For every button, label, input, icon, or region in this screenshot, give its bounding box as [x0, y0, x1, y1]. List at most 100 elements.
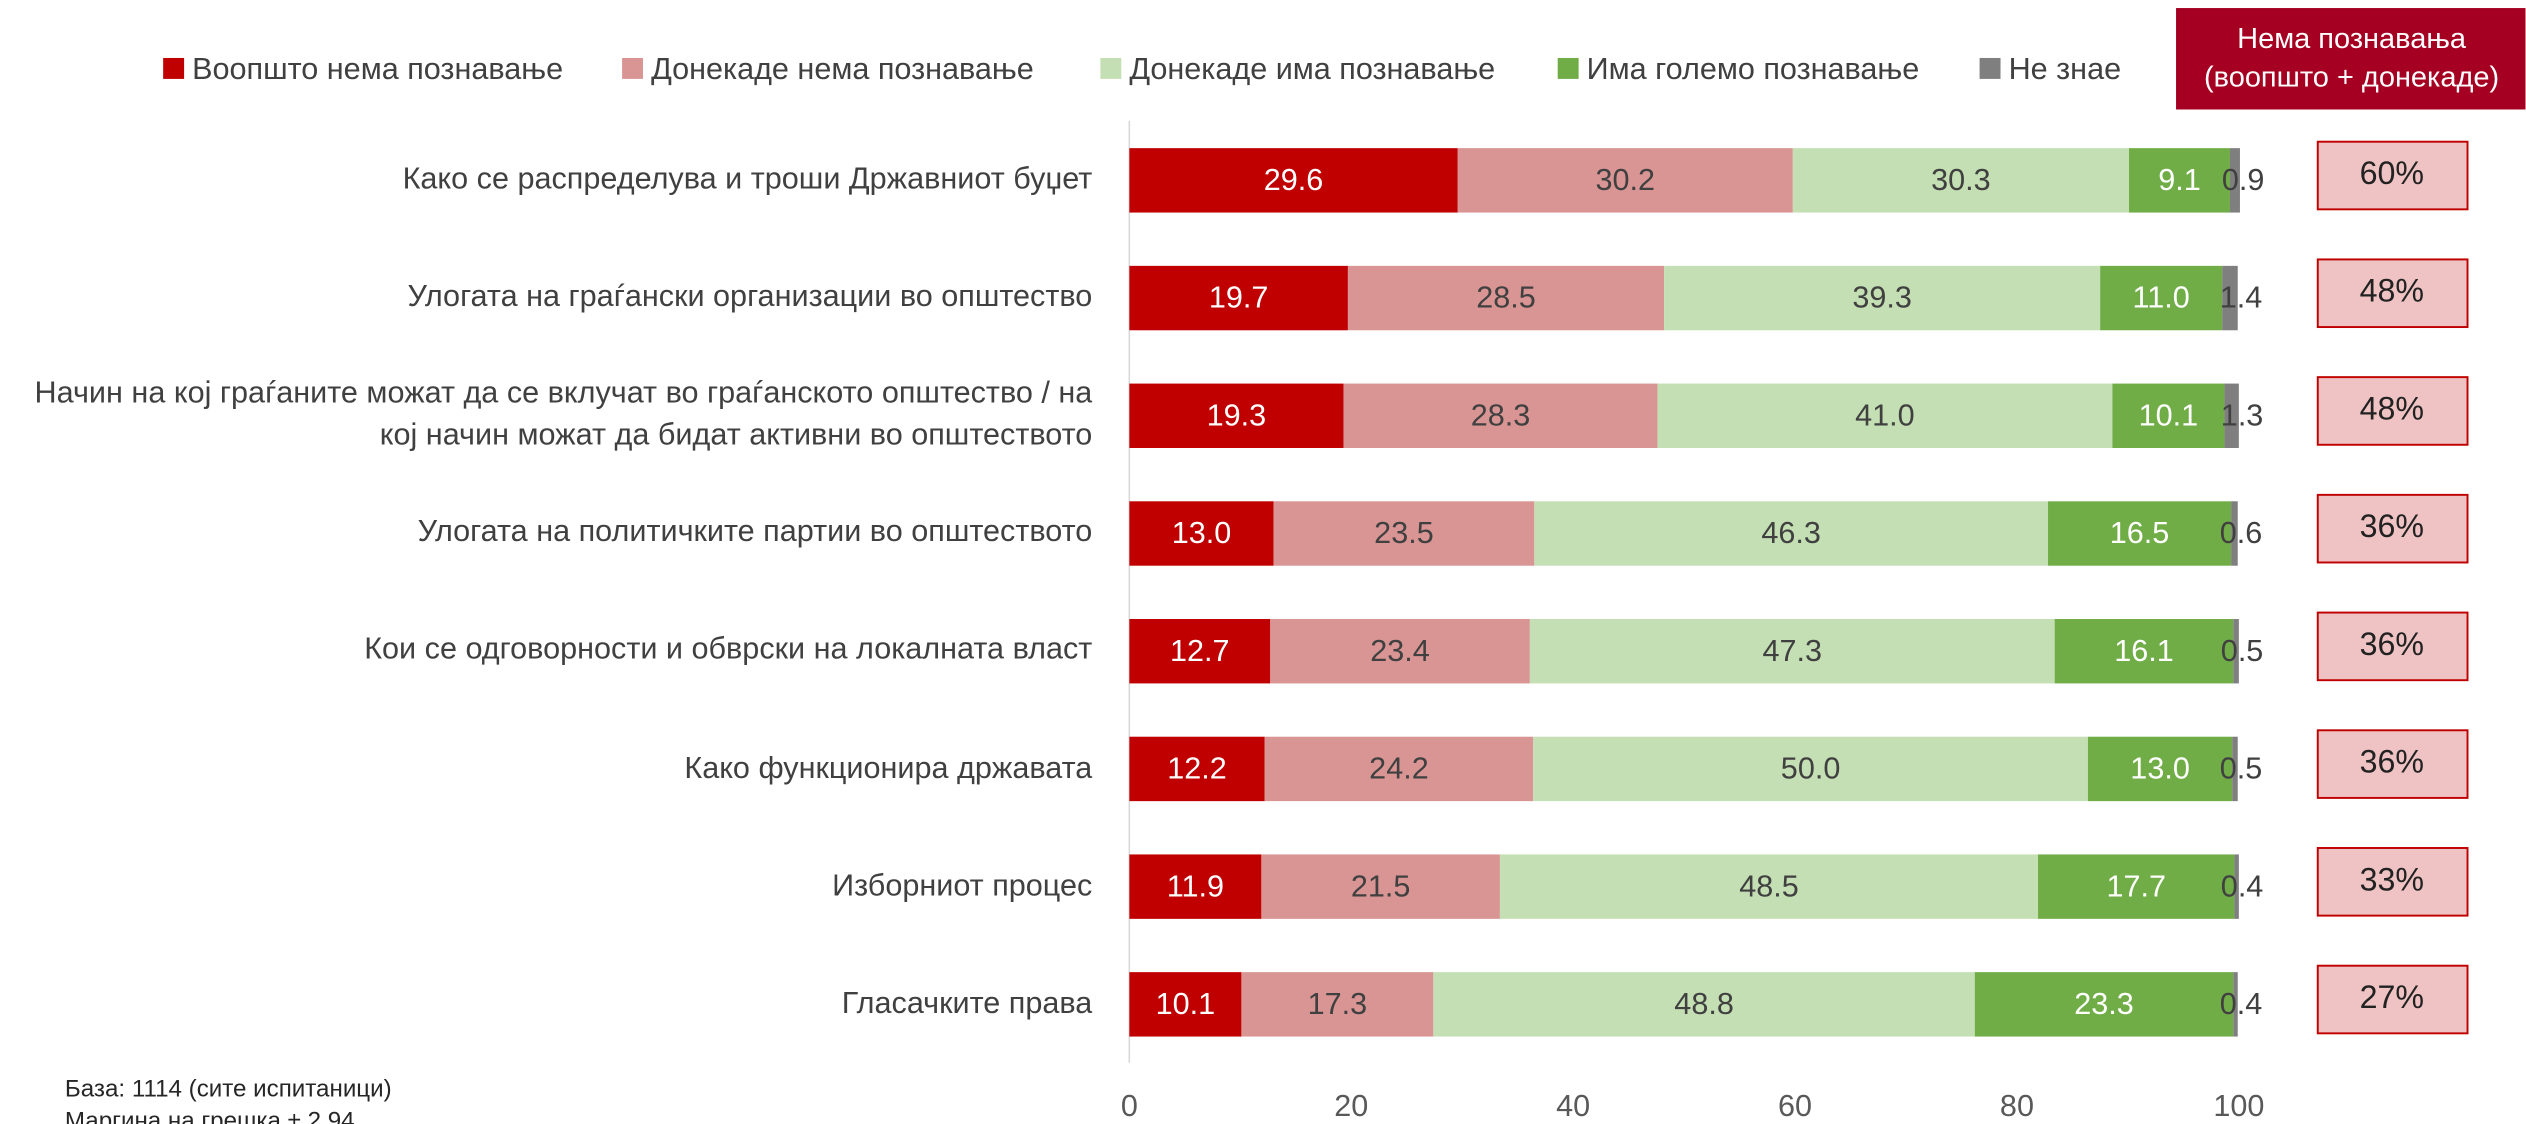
value-label: 28.3	[1471, 398, 1531, 432]
x-tick-label: 20	[1334, 1089, 1368, 1123]
bar-segment	[1343, 383, 1658, 448]
bar-segment	[1657, 383, 2113, 448]
total-label: 27%	[2360, 979, 2424, 1015]
note: Маргина на грешка ± 2.94	[65, 1108, 355, 1124]
bar-segment	[2112, 383, 2225, 448]
bar-segment	[2087, 736, 2233, 802]
category-text: Начин на кој граѓаните можат да се вклуч…	[34, 377, 1093, 453]
bar-segment	[1792, 148, 2130, 213]
bar-segment	[1270, 619, 1530, 684]
value-label: 24.2	[1369, 752, 1429, 786]
value-label: 10.1	[1156, 987, 1216, 1021]
bar-segment	[2054, 619, 2234, 684]
total-label: 48%	[2360, 390, 2424, 426]
bar-segment	[2233, 619, 2239, 684]
total-box	[2316, 611, 2469, 682]
total-box	[2316, 964, 2469, 1035]
bar-segment	[1129, 854, 1262, 919]
legend-label: Не знае	[2009, 52, 2122, 86]
legend-label: Донекаде нема познавање	[651, 52, 1034, 86]
value-label: 48.5	[1739, 869, 1799, 903]
bar-segment	[1241, 972, 1434, 1037]
category-text: Како функционира државата	[684, 751, 1093, 786]
category-label: Улогата на граѓански организации во општ…	[407, 280, 1093, 315]
value-label: 30.2	[1596, 163, 1656, 197]
value-label: 23.4	[1370, 634, 1430, 668]
bar-segment	[1273, 501, 1535, 566]
totals-header	[2176, 8, 2526, 110]
bar-segment	[1129, 972, 1242, 1037]
bar-segment	[1664, 265, 2101, 331]
category-label: Како функционира државата	[684, 751, 1093, 786]
category-text: Улогата на политичките партии во општест…	[417, 515, 1093, 550]
legend-swatch	[1979, 57, 2001, 79]
value-label: 0.9	[2222, 163, 2265, 197]
bar-segment	[1974, 972, 2234, 1037]
value-label: 16.1	[2114, 634, 2174, 668]
total-label: 33%	[2360, 861, 2424, 897]
bar-segment	[1534, 501, 2049, 566]
total-box	[2316, 729, 2469, 799]
total-label: 36%	[2360, 508, 2424, 544]
bar-segment	[2038, 854, 2235, 919]
bar-segment	[1529, 619, 2055, 684]
category-label: Изборниот процес	[832, 868, 1093, 903]
category-text: Изборниот процес	[832, 868, 1093, 903]
bar-segment	[1129, 736, 1265, 802]
category-label: Гласачките права	[841, 986, 1093, 1021]
value-label: 17.7	[2106, 869, 2166, 903]
value-label: 19.3	[1207, 398, 1267, 432]
value-label: 47.3	[1763, 634, 1823, 668]
category-text: Гласачките права	[841, 986, 1093, 1021]
bar-segment	[2129, 148, 2230, 213]
total-box	[2316, 376, 2469, 446]
value-label: 11.9	[1167, 869, 1224, 903]
legend-swatch	[163, 57, 185, 79]
bar-segment	[1457, 148, 1793, 213]
total-box	[2316, 847, 2469, 917]
total-box	[2316, 493, 2469, 564]
value-label: 48.8	[1674, 987, 1734, 1021]
totals-title: Нема познавања	[2237, 23, 2467, 55]
totals-title: (воопшто + донекаде)	[2204, 62, 2499, 94]
value-label: 12.7	[1170, 634, 1230, 668]
value-label: 13.0	[1172, 516, 1232, 550]
bar-segment	[1347, 265, 1665, 331]
value-label: 21.5	[1351, 869, 1411, 903]
value-label: 23.5	[1374, 516, 1434, 550]
note: База: 1114 (сите испитаници)	[65, 1076, 392, 1103]
bar-segment	[1129, 265, 1348, 331]
category-text: Улогата на граѓански организации во општ…	[407, 280, 1093, 315]
bar-segment	[2229, 148, 2240, 213]
total-label: 48%	[2360, 273, 2424, 309]
x-tick-label: 100	[2213, 1089, 2264, 1123]
bar-segment	[1261, 854, 1500, 919]
category-text: Кои се одговорности и обврски на локална…	[364, 633, 1093, 668]
total-box	[2316, 140, 2469, 211]
value-label: 0.4	[2220, 987, 2263, 1021]
total-box	[2316, 258, 2469, 329]
value-label: 11.0	[2133, 281, 2190, 315]
category-text: Како се распределува и троши Државниот б…	[402, 162, 1093, 197]
value-label: 30.3	[1931, 163, 1991, 197]
value-label: 41.0	[1855, 398, 1915, 432]
bar-segment	[1129, 148, 1458, 213]
total-label: 36%	[2360, 744, 2424, 780]
bar-segment	[1129, 501, 1274, 566]
legend-swatch	[622, 57, 644, 79]
category-label: Начин на кој граѓаните можат да се вклуч…	[34, 377, 1093, 453]
bar-segment	[1433, 972, 1975, 1037]
category-label: Како се распределува и троши Државниот б…	[402, 162, 1093, 197]
value-label: 10.1	[2139, 398, 2199, 432]
value-label: 1.4	[2220, 281, 2263, 315]
value-label: 50.0	[1781, 752, 1841, 786]
value-label: 0.5	[2221, 634, 2264, 668]
value-label: 39.3	[1852, 281, 1912, 315]
value-label: 0.6	[2220, 516, 2263, 550]
value-label: 28.5	[1476, 281, 1536, 315]
bar-segment	[2234, 854, 2239, 919]
bar-segment	[2048, 501, 2232, 566]
value-label: 23.3	[2074, 987, 2134, 1021]
